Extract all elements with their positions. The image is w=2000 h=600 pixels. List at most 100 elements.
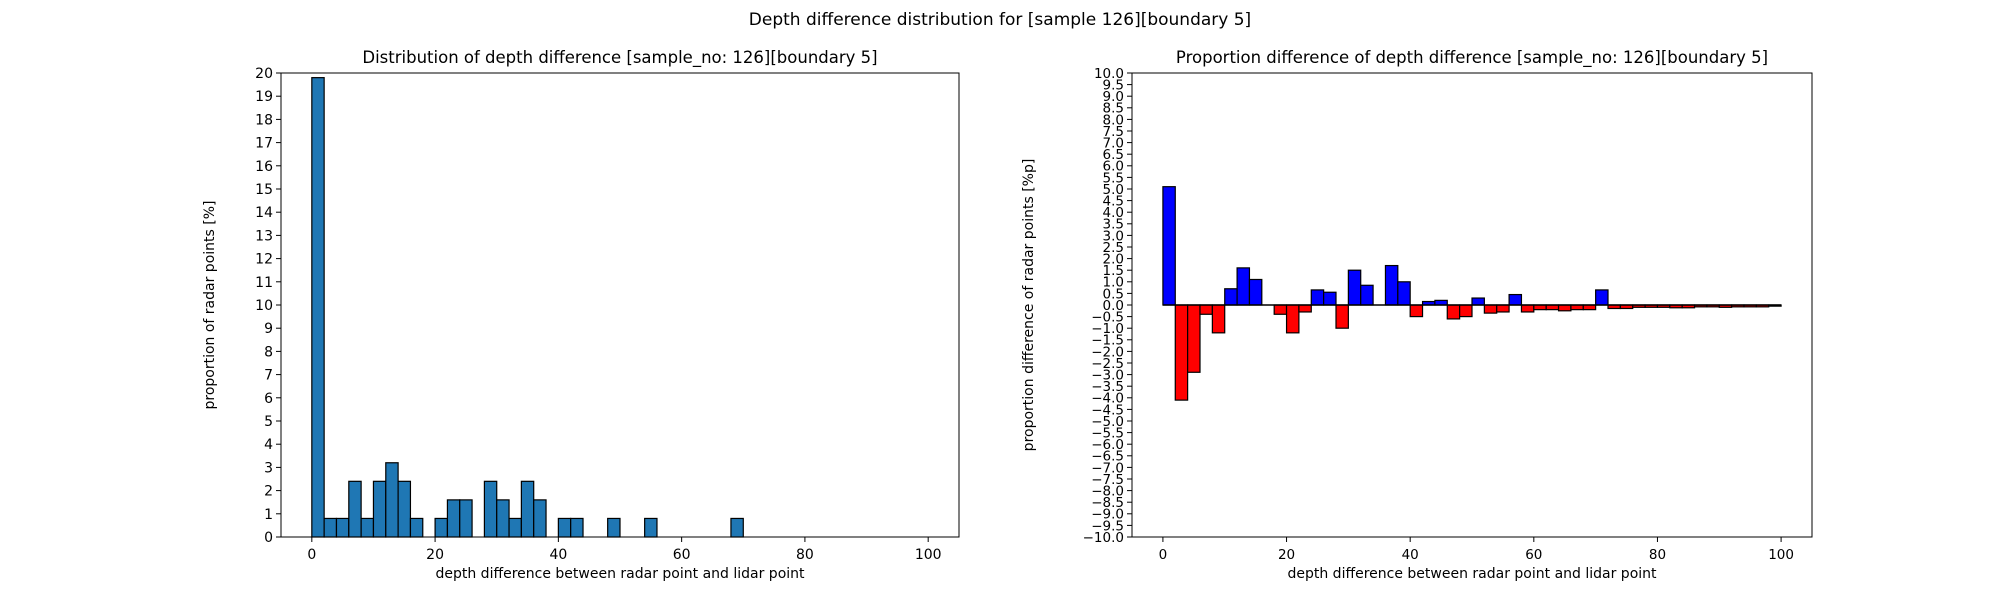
y-tick-label: 7 (264, 368, 273, 384)
y-tick-label: −5.0 (1091, 414, 1124, 430)
histogram-bar (1508, 293, 1523, 306)
histogram-bar (397, 480, 412, 538)
y-axis-label: proportion difference of radar points [%… (1021, 159, 1037, 452)
histogram-bar (1384, 264, 1399, 306)
histogram-bar (1595, 289, 1609, 306)
histogram-bar (1335, 304, 1349, 329)
histogram-bar (1273, 304, 1288, 315)
histogram-bar (335, 517, 350, 538)
y-tick-label: 2.0 (1103, 251, 1124, 267)
histogram-bar (409, 517, 424, 538)
y-tick-label: −8.0 (1091, 483, 1124, 499)
histogram-bar (483, 480, 498, 538)
y-tick-label: 2.5 (1103, 240, 1124, 256)
histogram-bar (1446, 304, 1461, 320)
y-tick-label: 2 (264, 484, 273, 500)
histogram-bar (446, 499, 461, 538)
histogram-bar (323, 517, 338, 538)
y-tick-label: 3.0 (1103, 228, 1124, 244)
histogram-bar (607, 517, 621, 538)
y-tick-label: 12 (255, 252, 273, 268)
y-tick-label: −3.0 (1091, 367, 1124, 383)
right-proportion-difference-chart: 0 20 40 60 80 100 10.09.59.08.58.07.57.06.56.0… (1021, 48, 1813, 582)
y-tick-label: 3 (264, 460, 273, 476)
histogram-bar (1409, 304, 1424, 318)
histogram-bar (1187, 304, 1201, 373)
y-tick-label: 1.5 (1103, 263, 1124, 279)
y-tick-label: 0.0 (1103, 298, 1124, 314)
histogram-bar (434, 517, 449, 538)
y-tick-label: −5.5 (1091, 425, 1124, 441)
y-tick-label: 1.0 (1103, 275, 1124, 291)
y-tick-label: 13 (255, 228, 273, 244)
y-tick-label: −7.0 (1091, 460, 1124, 476)
y-tick-label: 8.0 (1103, 112, 1124, 128)
chart-title: Proportion difference of depth differenc… (1176, 48, 1768, 68)
x-tick-label: 80 (1649, 547, 1666, 563)
y-tick-label: 4.5 (1103, 193, 1124, 209)
x-tick-label: 0 (307, 547, 316, 563)
x-tick-label: 20 (1278, 547, 1295, 563)
y-tick-label: 9.5 (1103, 77, 1124, 93)
y-tick-label: 9.0 (1103, 89, 1124, 105)
y-tick-label: 5.5 (1103, 170, 1124, 186)
y-tick-label: 7.0 (1103, 135, 1124, 151)
histogram-bar (1483, 304, 1498, 314)
x-axis-label: depth difference between radar point and… (435, 566, 805, 582)
y-tick-label: 3.5 (1103, 217, 1124, 233)
histogram-bar (1557, 304, 1572, 312)
histogram-bar (1496, 304, 1510, 313)
histogram-bar (1224, 288, 1238, 306)
y-tick-label: 17 (255, 136, 273, 152)
y-tick-label: 19 (255, 89, 273, 105)
figure-suptitle: Depth difference distribution for [sampl… (748, 10, 1252, 30)
y-tick-label: 18 (255, 112, 273, 128)
x-tick-label: 20 (426, 547, 444, 563)
histogram-bar (1471, 297, 1485, 306)
y-tick-label: −2.5 (1091, 356, 1124, 372)
histogram-bar (459, 499, 473, 538)
y-axis-label: proportion of radar points [%] (202, 200, 218, 409)
left-histogram-chart: 0 20 40 60 80 1000123456789101112131415161718… (202, 48, 960, 582)
histogram-bar (644, 517, 658, 538)
y-tick-label: 0.5 (1103, 286, 1124, 302)
x-tick-label: 60 (673, 547, 691, 563)
y-tick-label: −6.5 (1091, 449, 1124, 465)
histogram-bar (1236, 267, 1251, 306)
y-tick-label: 8.5 (1103, 101, 1124, 117)
y-tick-label: 1 (264, 507, 273, 523)
histogram-bar (1248, 278, 1263, 306)
y-tick-label: −3.5 (1091, 379, 1124, 395)
y-tick-label: 9 (264, 321, 273, 337)
y-tick-label: 8 (264, 344, 273, 360)
histogram-bar (1162, 186, 1176, 306)
histogram-bar (1211, 304, 1226, 334)
histogram-bar (570, 517, 584, 538)
y-tick-label: 14 (255, 205, 273, 221)
histogram-bar (1360, 284, 1374, 306)
histogram-bar (1347, 269, 1362, 306)
y-tick-label: 4 (264, 437, 273, 453)
histogram-bar (1520, 304, 1535, 313)
y-tick-label: −1.5 (1091, 333, 1124, 349)
x-tick-label: 100 (1768, 547, 1794, 563)
y-tick-label: 6 (264, 391, 273, 407)
histogram-bar (1199, 304, 1213, 315)
y-tick-label: 5 (264, 414, 273, 430)
y-tick-label: 15 (255, 182, 273, 198)
y-tick-label: 16 (255, 159, 273, 175)
y-tick-label: −9.0 (1091, 507, 1124, 523)
y-tick-label: −2.0 (1091, 344, 1124, 360)
histogram-bar (1397, 281, 1411, 306)
histogram-bar (385, 462, 399, 538)
x-tick-label: 0 (1159, 547, 1168, 563)
y-tick-label: 4.0 (1103, 205, 1124, 221)
y-tick-label: 6.5 (1103, 147, 1124, 163)
y-tick-label: −4.5 (1091, 402, 1124, 418)
histogram-bar (496, 499, 510, 538)
y-tick-label: −9.5 (1091, 518, 1124, 534)
y-tick-label: 10.0 (1094, 66, 1124, 82)
y-tick-label: −8.5 (1091, 495, 1124, 511)
x-tick-label: 40 (1402, 547, 1419, 563)
